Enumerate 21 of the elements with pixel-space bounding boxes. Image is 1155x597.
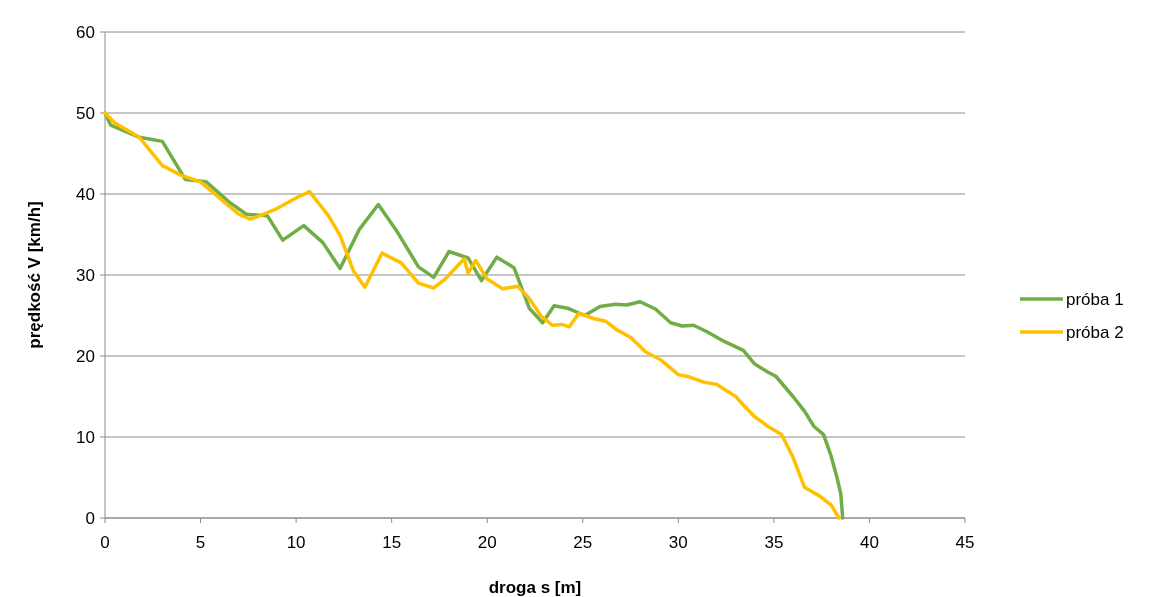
x-tick-label: 30 [668, 533, 688, 552]
x-tick-label: 15 [382, 533, 402, 552]
y-tick-label: 10 [76, 427, 95, 447]
x-tick-label: 0 [100, 533, 110, 552]
legend-label: próba 1 [1066, 289, 1124, 309]
y-tick-label: 50 [76, 103, 95, 123]
x-tick-label: 5 [195, 533, 206, 552]
y-tick-label: 40 [76, 184, 95, 204]
x-tick-label: 25 [573, 533, 593, 552]
x-tick-label: 10 [286, 533, 306, 552]
y-tick-label: 0 [85, 508, 95, 528]
x-tick-label: 20 [477, 533, 497, 552]
x-tick-label: 40 [859, 533, 879, 552]
y-tick-label: 60 [76, 22, 95, 42]
x-tick-label: 45 [955, 533, 975, 552]
x-tick-label: 35 [764, 533, 784, 552]
y-tick-label: 30 [76, 265, 95, 285]
y-axis-title: prędkość V [km/h] [25, 201, 44, 349]
legend-label: próba 2 [1066, 322, 1124, 342]
y-tick-label: 20 [76, 346, 95, 366]
x-axis-title: droga s [m] [488, 578, 582, 597]
